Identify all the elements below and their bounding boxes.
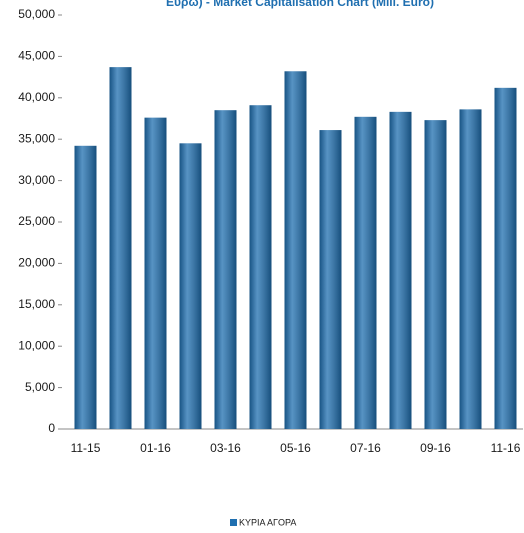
bar-shade	[459, 109, 482, 429]
y-tick-label: 30,000	[18, 173, 55, 187]
legend-label: ΚΥΡΙΑ ΑΓΟΡΑ	[239, 517, 296, 527]
bar-shade	[179, 143, 202, 429]
x-tick-label: 05-16	[280, 441, 311, 455]
y-tick-label: 50,000	[18, 7, 55, 21]
bar-shade	[354, 116, 377, 430]
bar-shade	[389, 111, 412, 429]
x-tick-label: 01-16	[140, 441, 171, 455]
x-tick-label: 07-16	[350, 441, 381, 455]
x-tick-label: 09-16	[420, 441, 451, 455]
bar-shade	[109, 67, 132, 429]
y-tick-label: 40,000	[18, 90, 55, 104]
bar-shade	[249, 105, 272, 429]
bar-shade	[424, 120, 447, 429]
y-tick-label: 15,000	[18, 297, 55, 311]
y-tick-label: 45,000	[18, 49, 55, 63]
x-tick-label: 03-16	[210, 441, 241, 455]
y-tick-label: 20,000	[18, 256, 55, 270]
x-tick-label: 11-16	[491, 441, 521, 455]
bar-shade	[214, 110, 237, 429]
bar-shade	[144, 117, 167, 429]
y-tick-label: 0	[48, 421, 55, 435]
y-tick-label: 5,000	[25, 380, 55, 394]
bar-shade	[284, 71, 307, 429]
bar-shade	[74, 145, 97, 429]
legend-swatch	[230, 519, 237, 526]
bar-shade	[319, 130, 342, 430]
y-tick-label: 35,000	[18, 131, 55, 145]
bar-shade	[494, 87, 517, 429]
y-tick-label: 10,000	[18, 338, 55, 352]
chart-title: Ευρώ) - Market Capitalisation Chart (Mil…	[166, 0, 434, 9]
y-tick-label: 25,000	[18, 214, 55, 228]
x-tick-label: 11-15	[71, 441, 101, 455]
